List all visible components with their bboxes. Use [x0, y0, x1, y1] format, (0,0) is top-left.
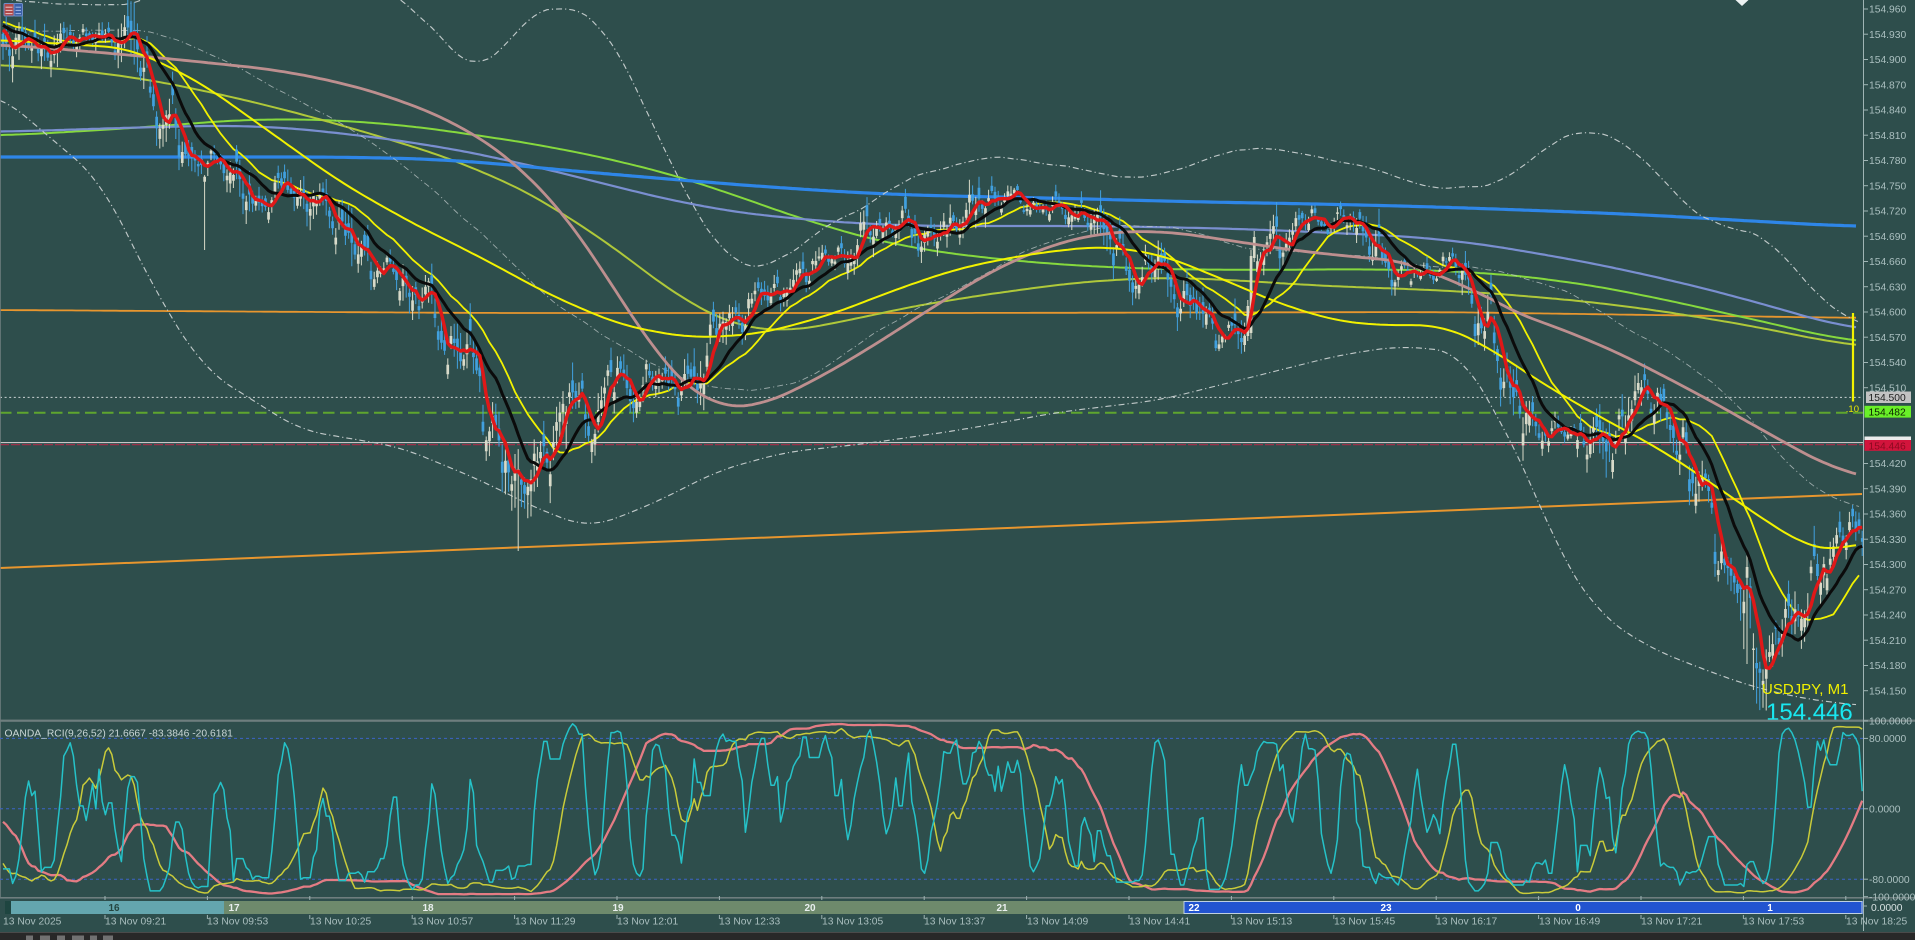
svg-text:1: 1 — [1767, 903, 1773, 914]
svg-text:23: 23 — [1380, 903, 1392, 914]
svg-text:154.510: 154.510 — [1869, 383, 1906, 394]
svg-text:13 Nov 15:13: 13 Nov 15:13 — [1231, 917, 1293, 928]
svg-text:13 Nov 15:45: 13 Nov 15:45 — [1334, 917, 1396, 928]
svg-text:154.780: 154.780 — [1869, 156, 1906, 167]
svg-text:154.960: 154.960 — [1869, 5, 1906, 16]
svg-text:13 Nov 16:49: 13 Nov 16:49 — [1539, 917, 1601, 928]
svg-text:13 Nov 12:01: 13 Nov 12:01 — [617, 917, 679, 928]
svg-text:154.360: 154.360 — [1869, 510, 1906, 521]
svg-text:154.630: 154.630 — [1869, 282, 1906, 293]
svg-text:154.446: 154.446 — [1869, 441, 1906, 452]
svg-text:19: 19 — [612, 903, 624, 914]
svg-text:154.482: 154.482 — [1869, 407, 1906, 418]
svg-text:13 Nov 13:05: 13 Nov 13:05 — [822, 917, 884, 928]
svg-text:16: 16 — [108, 903, 120, 914]
svg-text:0.0000: 0.0000 — [1869, 805, 1901, 816]
svg-text:0.0000: 0.0000 — [1871, 903, 1903, 914]
svg-text:154.330: 154.330 — [1869, 535, 1906, 546]
svg-text:154.240: 154.240 — [1869, 611, 1906, 622]
svg-text:13 Nov 10:25: 13 Nov 10:25 — [310, 917, 372, 928]
svg-text:154.210: 154.210 — [1869, 636, 1906, 647]
svg-text:13 Nov 2025: 13 Nov 2025 — [3, 917, 62, 928]
svg-text:154.446: 154.446 — [1766, 699, 1853, 726]
svg-text:USDJPY, M1: USDJPY, M1 — [1762, 681, 1848, 698]
svg-text:154.600: 154.600 — [1869, 308, 1906, 319]
svg-text:13 Nov 13:37: 13 Nov 13:37 — [924, 917, 986, 928]
svg-text:154.300: 154.300 — [1869, 560, 1906, 571]
svg-text:154.720: 154.720 — [1869, 207, 1906, 218]
svg-text:13 Nov 10:57: 13 Nov 10:57 — [412, 917, 474, 928]
svg-text:154.660: 154.660 — [1869, 257, 1906, 268]
svg-text:154.540: 154.540 — [1869, 358, 1906, 369]
svg-text:22: 22 — [1188, 903, 1200, 914]
svg-text:154.570: 154.570 — [1869, 333, 1906, 344]
svg-text:13 Nov 11:29: 13 Nov 11:29 — [515, 917, 576, 928]
svg-text:154.270: 154.270 — [1869, 585, 1906, 596]
svg-text:154.900: 154.900 — [1869, 55, 1906, 66]
svg-text:154.390: 154.390 — [1869, 484, 1906, 495]
svg-text:13 Nov 09:53: 13 Nov 09:53 — [207, 917, 269, 928]
svg-text:154.750: 154.750 — [1869, 181, 1906, 192]
svg-text:13 Nov 09:21: 13 Nov 09:21 — [105, 917, 167, 928]
svg-text:80.0000: 80.0000 — [1869, 734, 1906, 745]
svg-text:154.840: 154.840 — [1869, 106, 1906, 117]
svg-text:154.150: 154.150 — [1869, 686, 1906, 697]
svg-text:13 Nov 17:21: 13 Nov 17:21 — [1641, 917, 1703, 928]
svg-text:154.420: 154.420 — [1869, 459, 1906, 470]
svg-text:-80.0000: -80.0000 — [1869, 875, 1910, 886]
svg-text:20: 20 — [804, 903, 816, 914]
svg-text:0: 0 — [1575, 903, 1581, 914]
svg-text:.10: .10 — [1846, 404, 1859, 415]
svg-text:13 Nov 17:53: 13 Nov 17:53 — [1743, 917, 1805, 928]
svg-text:100.0000: 100.0000 — [1869, 717, 1912, 728]
svg-text:-100.0000: -100.0000 — [1869, 892, 1915, 903]
svg-text:13 Nov 18:25: 13 Nov 18:25 — [1846, 917, 1908, 928]
svg-text:13 Nov 14:41: 13 Nov 14:41 — [1129, 917, 1191, 928]
svg-text:154.870: 154.870 — [1869, 80, 1906, 91]
svg-text:21: 21 — [996, 903, 1008, 914]
svg-text:13 Nov 12:33: 13 Nov 12:33 — [719, 917, 781, 928]
svg-text:154.930: 154.930 — [1869, 30, 1906, 41]
svg-text:18: 18 — [422, 903, 434, 914]
svg-text:13 Nov 16:17: 13 Nov 16:17 — [1436, 917, 1498, 928]
svg-text:17: 17 — [228, 903, 240, 914]
svg-text:154.500: 154.500 — [1869, 393, 1906, 404]
svg-text:154.810: 154.810 — [1869, 131, 1906, 142]
svg-text:13 Nov 14:09: 13 Nov 14:09 — [1027, 917, 1089, 928]
svg-text:154.180: 154.180 — [1869, 661, 1906, 672]
svg-text:154.690: 154.690 — [1869, 232, 1906, 243]
svg-text:OANDA_RCI(9,26,52) 21.6667 -83: OANDA_RCI(9,26,52) 21.6667 -83.3846 -20.… — [5, 729, 234, 740]
